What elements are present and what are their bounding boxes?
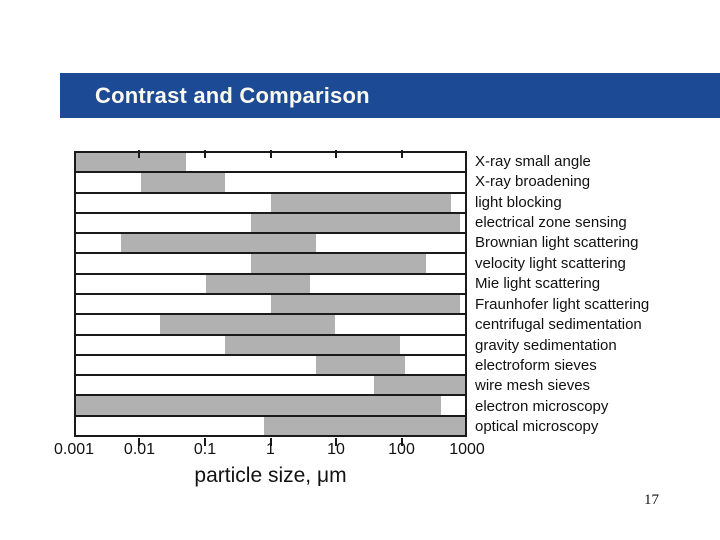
slide-title-bar: Contrast and Comparison (60, 73, 720, 118)
range-bar (250, 254, 426, 273)
technique-label: centrifugal sedimentation (475, 316, 642, 334)
x-axis-title: particle size, μm (194, 464, 347, 487)
chart-row (76, 213, 465, 235)
technique-label: Fraunhofer light scattering (475, 295, 650, 313)
range-bar (76, 153, 187, 172)
x-tick-label: 10 (327, 441, 345, 458)
range-bar (225, 335, 401, 354)
x-tick-label: 0.1 (193, 441, 217, 458)
chart-row (76, 173, 465, 194)
x-tick-label: 100 (388, 441, 415, 458)
chart-row (76, 335, 465, 356)
technique-label: Brownian light scattering (475, 234, 639, 252)
x-tick-label: 1000 (449, 441, 485, 458)
chart-row (76, 315, 465, 336)
range-bar (76, 396, 442, 415)
technique-label: electroform sieves (475, 356, 597, 374)
technique-label: velocity light scattering (475, 254, 626, 272)
chart-row (76, 294, 465, 316)
chart-row (76, 274, 465, 295)
technique-label-column: X-ray small angle X-ray broadening light b… (475, 151, 715, 437)
x-tick-label: 0.001 (53, 441, 95, 458)
range-bar (315, 355, 406, 375)
range-bar (160, 315, 336, 334)
x-tick-label: 0.01 (123, 441, 156, 458)
technique-label: gravity sedimentation (475, 336, 617, 354)
chart-row (76, 396, 465, 417)
page-number: 17 (644, 492, 659, 508)
x-axis: 0.001 0.01 0.1 1 10 100 1000 (54, 441, 485, 459)
technique-label: wire mesh sieves (475, 377, 591, 395)
range-bar (374, 376, 465, 395)
range-bar (140, 173, 226, 192)
technique-label: light blocking (475, 193, 562, 211)
chart-row (76, 254, 465, 275)
range-bar (250, 213, 461, 233)
chart-row (76, 416, 465, 435)
range-bar (205, 274, 310, 293)
technique-label: electron microscopy (475, 397, 609, 415)
range-bar (270, 193, 451, 212)
chart-row (76, 234, 465, 255)
chart-row (76, 193, 465, 214)
technique-label: electrical zone sensing (475, 213, 627, 231)
technique-label: Mie light scattering (475, 275, 601, 293)
chart-row (76, 376, 465, 397)
plot-area (74, 151, 467, 437)
range-bar (270, 294, 461, 314)
range-bar (264, 416, 465, 435)
chart-row (76, 153, 465, 174)
chart-row (76, 355, 465, 377)
technique-label: X-ray small angle (475, 152, 591, 170)
technique-label: optical microscopy (475, 418, 599, 436)
x-tick-label: 1 (266, 441, 275, 458)
technique-label: X-ray broadening (475, 173, 591, 191)
range-bar (121, 234, 316, 253)
slide-title: Contrast and Comparison (95, 82, 370, 108)
